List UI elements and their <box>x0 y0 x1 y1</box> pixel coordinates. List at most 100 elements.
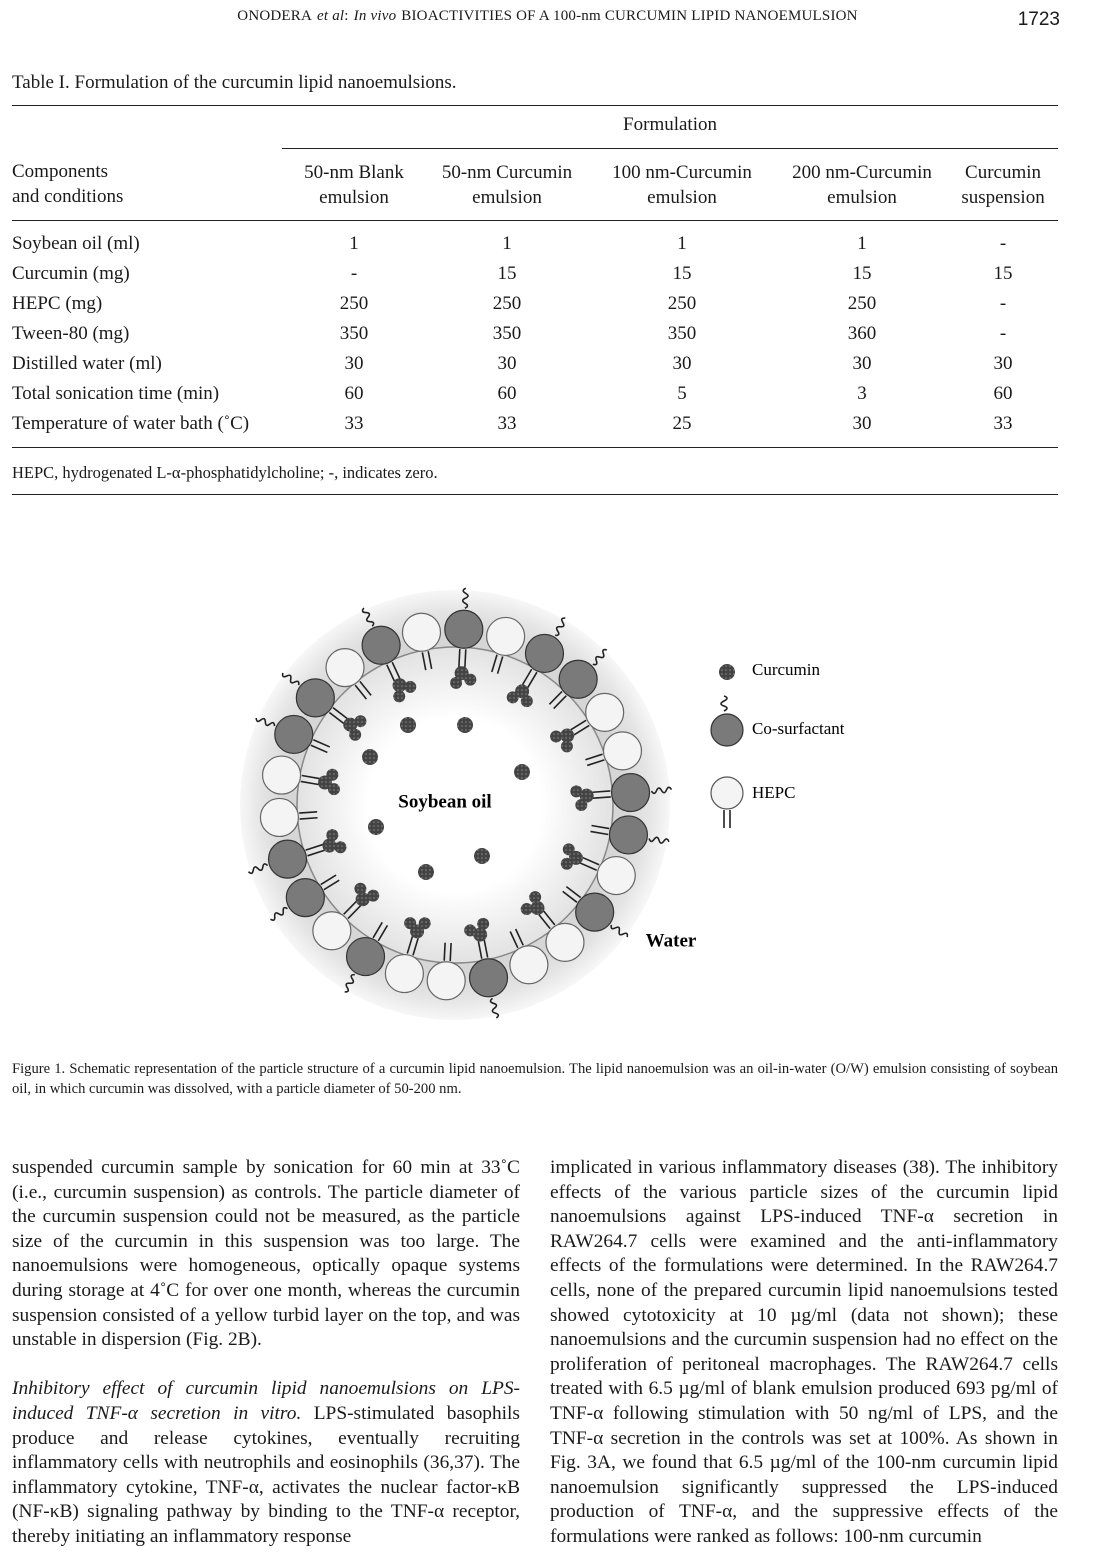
lipid-tail <box>477 940 483 959</box>
legend-cosurfactant-icon <box>710 713 744 747</box>
lipid-tail <box>538 914 551 930</box>
legend: Curcumin Co-surfactant HEPC <box>710 660 845 828</box>
curcumin-dot <box>474 848 490 864</box>
curcumin-dot <box>520 695 533 708</box>
table-cell: Curcumin (mg) <box>12 263 130 284</box>
cosurfactant-head <box>610 772 651 813</box>
running-header: ONODERA et al: In vivo BIOACTIVITIES OF A 1… <box>0 8 1100 25</box>
rule <box>12 105 1058 106</box>
cosurfactant-head <box>295 678 335 718</box>
lipid-tail <box>514 928 524 946</box>
lipid-tail <box>509 931 519 949</box>
table-column-header: 200 nm-Curcumin emulsion <box>776 148 948 221</box>
table-cell: 1 <box>857 233 867 254</box>
cosurfactant-tail <box>361 607 375 627</box>
table-header-row: Components and conditions 50-nm Blank emu… <box>12 148 1059 221</box>
lipid-tail <box>521 668 533 686</box>
table-cell: Soybean oil (ml) <box>12 233 140 254</box>
cosurfactant-head <box>608 815 649 855</box>
lipid-tail <box>491 654 498 673</box>
table-cell: Distilled water (ml) <box>12 353 162 374</box>
table-cell: 3 <box>857 383 867 404</box>
curcumin-dot <box>404 680 417 693</box>
table-row: Total sonication time (min) 60 60 5 3 60 <box>12 379 1058 409</box>
lipid-tail <box>305 843 324 851</box>
table-cell: 350 <box>667 323 697 344</box>
lipid-tail <box>391 661 401 679</box>
lipid-tail <box>427 651 433 670</box>
table-cell: 350 <box>339 323 369 344</box>
legend-hepc-icon <box>710 776 744 810</box>
curcumin-dot <box>368 819 384 835</box>
cosurfactant-head <box>285 878 325 918</box>
lipid-tail <box>458 649 461 668</box>
table-column-header: Components and conditions <box>12 148 282 221</box>
lipid-tail <box>570 719 587 731</box>
table-cell: 60 <box>993 383 1013 404</box>
curcumin-dot <box>514 764 530 780</box>
table-cell: 350 <box>492 323 522 344</box>
curcumin-dot <box>326 829 339 842</box>
table-cell: 250 <box>339 293 369 314</box>
hepc-head <box>401 612 442 652</box>
core-label: Soybean oil <box>398 791 491 812</box>
figure: Soybean oil Water Curcumin Co-surfactant… <box>240 587 845 1020</box>
paragraph-text: LPS-stimulated basophils produce and rel… <box>12 1402 520 1547</box>
lipid-tail <box>406 936 414 954</box>
text-column: implicated in various inflammatory disea… <box>550 1156 1058 1558</box>
curcumin-dot <box>334 841 347 854</box>
table-cell: 30 <box>672 353 692 374</box>
cosurfactant-tail <box>255 717 276 727</box>
curcumin-dot <box>506 691 519 704</box>
lipid-tail <box>323 879 340 891</box>
table-cell: 25 <box>588 409 776 448</box>
cosurfactant-head <box>267 839 308 879</box>
table-cell: 250 <box>492 293 522 314</box>
table-cell: 30 <box>993 353 1013 374</box>
paragraph: Inhibitory effect of curcumin lipid nano… <box>12 1377 520 1549</box>
cosurfactant-tail <box>344 973 355 993</box>
lipid-tail <box>464 649 467 668</box>
hepc-head <box>426 961 466 1001</box>
table-cell: 1 <box>349 233 359 254</box>
curcumin-dot <box>568 850 583 865</box>
table-cell: 15 <box>497 263 517 284</box>
lipid-tail <box>320 874 337 886</box>
lipid-tail <box>586 759 605 767</box>
curcumin-dot <box>400 717 416 733</box>
cosurfactant-tail <box>555 617 566 637</box>
curcumin-dot <box>355 892 370 907</box>
curcumin-dot <box>520 902 533 915</box>
curcumin-dot <box>560 740 573 753</box>
legend-label: Co-surfactant <box>752 719 845 738</box>
hepc-head <box>325 647 365 688</box>
curcumin-dot <box>354 715 367 728</box>
lipid-tail <box>310 744 328 754</box>
curcumin-dot <box>575 799 588 812</box>
paragraph-text: implicated in various inflammatory disea… <box>550 1157 1058 1547</box>
surfactant-ring <box>247 587 673 1019</box>
table-cell: - <box>999 233 1007 254</box>
lipid-tail <box>377 924 389 942</box>
curcumin-dot <box>362 749 378 765</box>
paragraph-text: suspended curcumin sample by sonication … <box>12 1157 520 1351</box>
table-cell: 1 <box>502 233 512 254</box>
table-column-header: 50-nm Blank emulsion <box>282 148 426 221</box>
lipid-tail <box>527 671 538 689</box>
curcumin-dot <box>354 882 367 895</box>
table-cell: 5 <box>677 383 687 404</box>
lipid-tail <box>562 890 578 903</box>
table-cell: 33 <box>282 409 426 448</box>
header-text: In vivo <box>353 8 397 24</box>
curcumin-dot <box>349 728 362 741</box>
figure-caption: Figure 1. Schematic representation of th… <box>12 1061 1058 1097</box>
lipid-tail <box>312 738 331 748</box>
lipid-tail <box>548 690 563 705</box>
table-cell: 15 <box>672 263 692 284</box>
curcumin-dot <box>464 924 477 937</box>
table-cell: 30 <box>497 353 517 374</box>
curcumin-dot <box>560 728 575 743</box>
oil-core <box>296 646 614 964</box>
cosurfactant-tail <box>461 587 469 609</box>
table-row: Soybean oil (ml) 1 1 1 1 - <box>12 221 1058 260</box>
